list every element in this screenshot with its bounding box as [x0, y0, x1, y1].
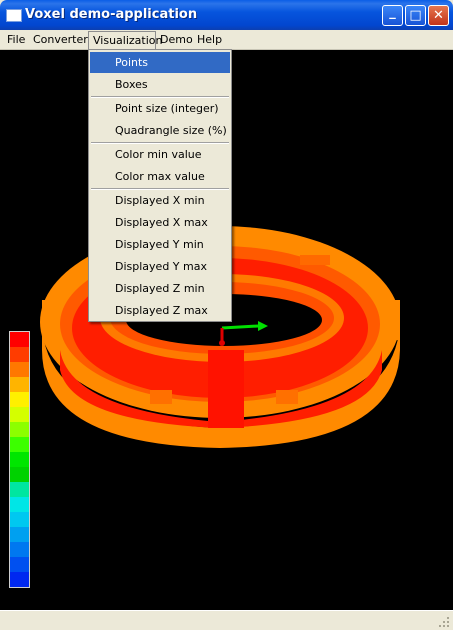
axes-gizmo	[219, 321, 268, 346]
legend-swatch	[10, 332, 29, 348]
resize-grip-icon[interactable]	[438, 616, 450, 628]
menu-converter[interactable]: Converter	[33, 33, 88, 46]
legend-swatch	[10, 422, 29, 438]
maximize-button[interactable]: □	[405, 5, 426, 26]
status-bar	[0, 610, 453, 630]
menu-visualization[interactable]: Visualization	[88, 31, 162, 49]
visualization-dropdown: Points Boxes Point size (integer) Quadra…	[88, 49, 232, 322]
menu-bar: File Converter Visualization Demo Help	[0, 30, 453, 50]
menu-item-color-max[interactable]: Color max value	[115, 170, 205, 183]
color-scale-legend	[9, 331, 30, 588]
menu-item-displayed-z-max[interactable]: Displayed Z max	[115, 304, 208, 317]
legend-swatch	[10, 452, 29, 468]
legend-swatch	[10, 542, 29, 558]
legend-swatch	[10, 497, 29, 513]
menu-demo[interactable]: Demo	[160, 33, 193, 46]
minimize-button[interactable]: _	[382, 5, 403, 26]
menu-item-point-size[interactable]: Point size (integer)	[115, 102, 219, 115]
legend-swatch	[10, 557, 29, 573]
legend-swatch	[10, 512, 29, 528]
menu-separator	[91, 96, 229, 98]
maximize-icon: □	[409, 8, 422, 23]
app-window-icon	[6, 9, 22, 22]
legend-swatch	[10, 347, 29, 363]
legend-swatch	[10, 437, 29, 453]
legend-swatch	[10, 527, 29, 543]
menu-item-displayed-x-min[interactable]: Displayed X min	[115, 194, 205, 207]
menu-item-displayed-y-min[interactable]: Displayed Y min	[115, 238, 204, 251]
menu-item-color-min[interactable]: Color min value	[115, 148, 202, 161]
menu-item-displayed-x-max[interactable]: Displayed X max	[115, 216, 208, 229]
legend-swatch	[10, 407, 29, 423]
title-bar[interactable]: Voxel demo-application _ □ ✕	[0, 0, 453, 30]
menu-item-boxes[interactable]: Boxes	[115, 78, 148, 91]
menu-item-displayed-y-max[interactable]: Displayed Y max	[115, 260, 207, 273]
legend-swatch	[10, 362, 29, 378]
close-button[interactable]: ✕	[428, 5, 449, 26]
window-title: Voxel demo-application	[25, 7, 198, 22]
close-icon: ✕	[433, 8, 444, 23]
minimize-icon: _	[389, 5, 396, 20]
legend-swatch	[10, 482, 29, 498]
legend-swatch	[10, 572, 29, 588]
menu-help[interactable]: Help	[197, 33, 223, 46]
legend-swatch	[10, 467, 29, 483]
menu-file[interactable]: File	[7, 33, 26, 46]
legend-swatches	[10, 332, 29, 588]
menu-separator	[91, 188, 229, 190]
menu-item-displayed-z-min[interactable]: Displayed Z min	[115, 282, 205, 295]
menu-item-points[interactable]: Points	[90, 52, 230, 73]
menu-item-quadrangle-size[interactable]: Quadrangle size (%)	[115, 124, 227, 137]
legend-swatch	[10, 377, 29, 393]
legend-swatch	[10, 392, 29, 408]
menu-separator	[91, 142, 229, 144]
